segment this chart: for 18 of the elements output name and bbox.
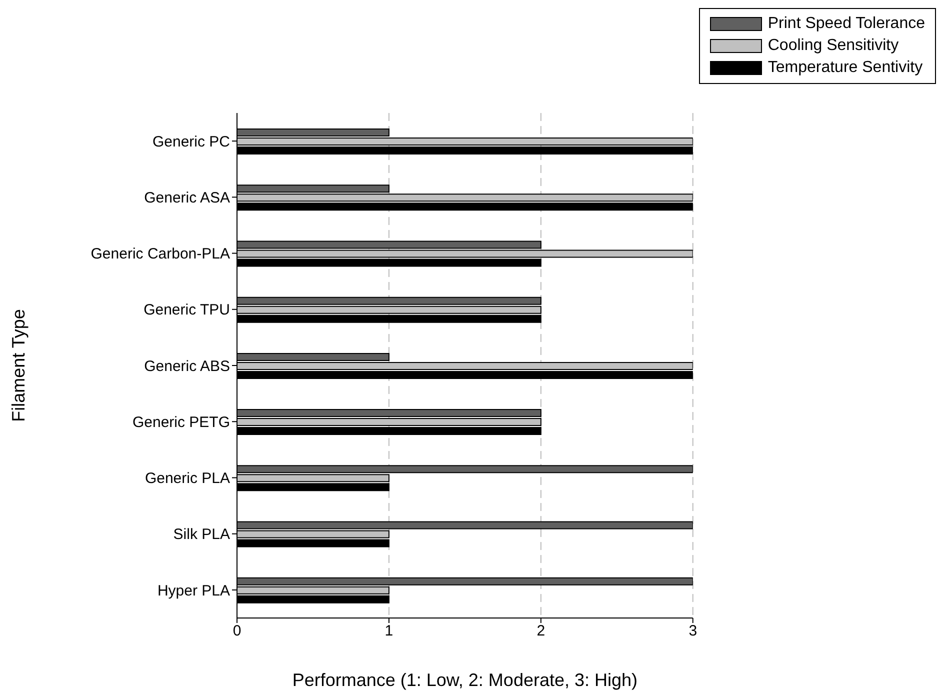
x-tick-label: 0: [232, 622, 242, 640]
x-axis-title: Performance (1: Low, 2: Moderate, 3: High): [292, 670, 638, 690]
legend-label: Print Speed Tolerance: [768, 15, 925, 33]
legend-label: Temperature Sentivity: [768, 59, 923, 77]
y-tick-label: Generic PC: [152, 133, 230, 150]
x-tick-label: 2: [536, 622, 546, 640]
y-tick-label: Generic TPU: [144, 302, 230, 319]
x-tick-label: 3: [688, 622, 698, 640]
y-tick-label: Generic ABS: [144, 358, 230, 375]
x-tick-label: 1: [384, 622, 394, 640]
y-tick-label: Generic ASA: [144, 189, 230, 206]
legend-label: Cooling Sensitivity: [768, 37, 899, 55]
y-tick-label: Generic PETG: [132, 414, 230, 431]
y-tick-label: Hyper PLA: [157, 582, 230, 600]
y-tick-label: Silk PLA: [173, 526, 230, 544]
y-tick-label: Generic Carbon-PLA: [90, 246, 230, 263]
y-axis-title: Filament Type: [8, 309, 28, 422]
y-tick-label: Generic PLA: [144, 470, 230, 488]
